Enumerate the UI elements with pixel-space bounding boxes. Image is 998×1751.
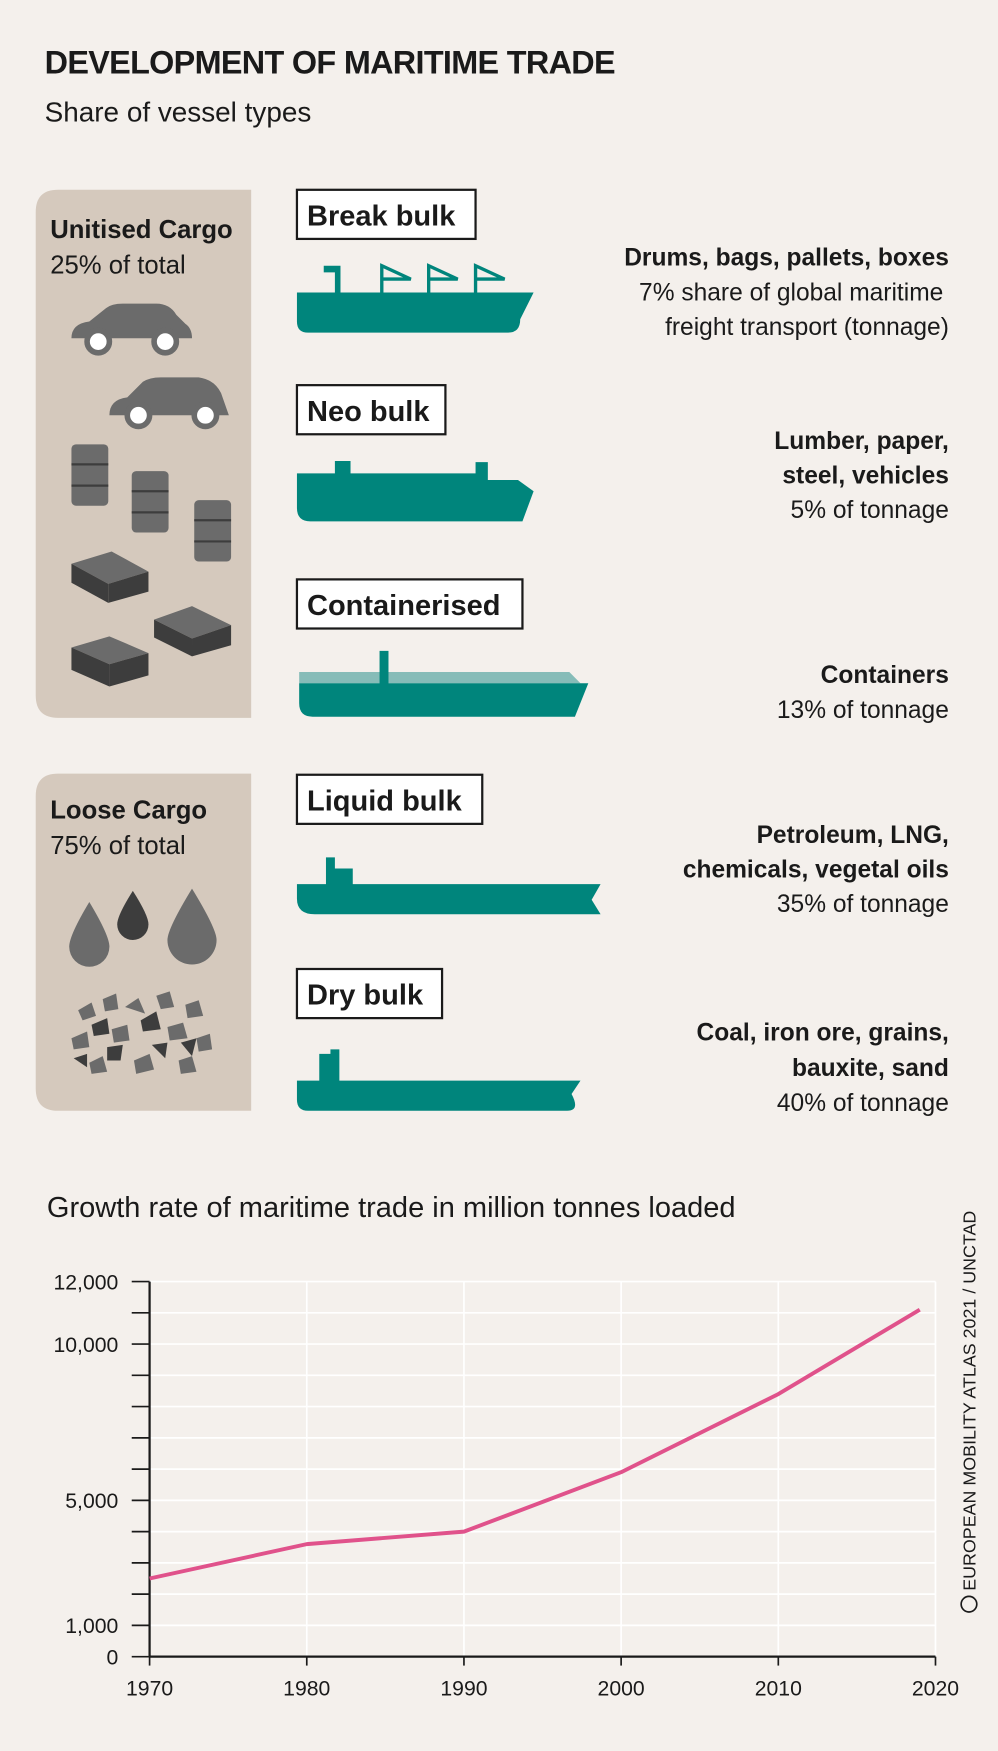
vessel-label-box [295,188,477,241]
vessel-cargo: Coal, iron ore, grains, [697,1019,949,1046]
chart-title: Growth rate of maritime trade in million… [47,1192,736,1224]
vessel-cargo: steel, vehicles [782,462,948,489]
vessel-share: 40% of tonnage [777,1090,949,1117]
x-tick-label: 2010 [755,1678,802,1701]
data-line [149,1308,921,1581]
credit: EUROPEAN MOBILITY ATLAS 2021 / UNCTAD [960,1211,980,1591]
x-tick-label: 1990 [440,1678,487,1701]
vessel-share: 35% of tonnage [777,891,949,918]
cc-icon [960,1595,978,1613]
vessel-label: Liquid bulk [307,785,463,817]
x-tick-label: 2000 [598,1678,645,1701]
vessel-label: Containerised [307,590,500,622]
ship-icons [296,263,601,1111]
y-tick-label: 0 [107,1646,119,1669]
vessel-cargo: chemicals, vegetal oils [683,856,949,883]
vessel-cargo: Drums, bags, pallets, boxes [624,245,949,272]
group-share: 25% of total [50,252,185,280]
cargo-icons [71,303,232,687]
x-tick-label: 2020 [912,1678,959,1701]
vessel-label: Neo bulk [307,396,430,428]
vessel-cargo: Petroleum, LNG, [757,822,949,849]
y-tick-label: 5,000 [65,1490,118,1513]
vessel-label-box [295,967,444,1020]
x-tick-label: 1970 [126,1678,173,1701]
y-tick-label: 10,000 [53,1334,118,1357]
y-tick-label: 1,000 [65,1615,118,1638]
group-name: Unitised Cargo [50,216,232,244]
vessel-label-box [295,773,484,825]
vessel-share: 7% share of global maritime [639,279,943,306]
vessel-share: 5% of tonnage [791,497,949,524]
vessel-label-box [295,578,524,630]
x-tick-label: 1980 [283,1678,330,1701]
line-chart: 0 1,000 5,000 10,000 12,000 1970 1980 1990 2000 2… [53,1271,959,1700]
vessel-share: 13% of tonnage [777,697,949,724]
vessel-cargo: bauxite, sand [792,1055,949,1082]
group-name: Loose Cargo [50,796,207,824]
y-tick-label: 12,000 [53,1271,118,1294]
vessel-cargo: Lumber, paper, [774,428,949,455]
group-share: 75% of total [50,832,185,860]
title: DEVELOPMENT OF MARITIME TRADE [45,45,615,81]
group-panel [35,773,252,1111]
vessel-share: freight transport (tonnage) [665,314,949,341]
vessel-label-box [295,384,447,436]
cargo-icons [69,888,217,1074]
vessel-cargo: Containers [821,662,949,689]
vessel-label: Dry bulk [307,980,424,1012]
subtitle: Share of vessel types [45,97,312,128]
vessel-label: Break bulk [307,201,456,233]
